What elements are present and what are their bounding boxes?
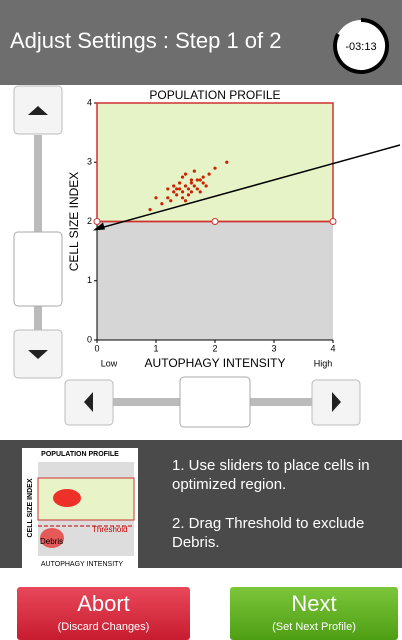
cell-point bbox=[160, 202, 164, 206]
y-tick-label: 1 bbox=[87, 275, 92, 285]
timer-arc bbox=[333, 18, 390, 74]
x-high-label: High bbox=[314, 358, 333, 368]
mini-x-label: AUTOPHAGY INTENSITY bbox=[41, 561, 124, 568]
next-button[interactable]: Next (Set Next Profile) bbox=[230, 587, 398, 640]
right-arrow bbox=[332, 392, 341, 412]
x-tick-label: 3 bbox=[271, 343, 276, 353]
down-arrow bbox=[28, 350, 48, 359]
cell-point bbox=[175, 187, 179, 191]
timer: -03:13 bbox=[333, 18, 390, 74]
cell-point bbox=[178, 181, 182, 185]
cell-point bbox=[180, 175, 185, 179]
x-axis-label: AUTOPHAGY INTENSITY bbox=[145, 356, 286, 370]
x-low-label: Low bbox=[101, 358, 118, 368]
abort-button[interactable]: Abort (Discard Changes) bbox=[17, 587, 190, 640]
title: Adjust Settings : Step 1 of 2 bbox=[10, 28, 282, 53]
cell-point bbox=[204, 184, 208, 188]
y-tick-label: 2 bbox=[87, 216, 92, 226]
cell-point bbox=[195, 178, 199, 182]
cell-point bbox=[180, 190, 185, 194]
cell-point bbox=[198, 178, 202, 182]
chart: 0 1 2 3 4 0 1 2 3 4 POPULATION PROFILE AUTOPHAGY IN… bbox=[13, 85, 401, 428]
mini-title: POPULATION PROFILE bbox=[41, 451, 119, 458]
cell-point bbox=[180, 196, 185, 200]
mini-y-label: CELL SIZE INDEX bbox=[27, 478, 34, 537]
threshold-handle bbox=[211, 218, 219, 225]
cell-point bbox=[178, 187, 182, 191]
x-tick-label: 2 bbox=[212, 343, 217, 353]
cell-point bbox=[201, 175, 205, 179]
cell-point bbox=[189, 181, 193, 185]
mini-threshold: Threshold bbox=[92, 525, 128, 534]
abort-sublabel: (Discard Changes) bbox=[57, 621, 150, 633]
abort-label: Abort bbox=[77, 591, 130, 616]
cell-point bbox=[183, 184, 188, 188]
cell-point bbox=[189, 190, 193, 194]
next-sublabel: (Set Next Profile) bbox=[272, 621, 356, 633]
cell-point bbox=[169, 199, 173, 203]
cell-point bbox=[166, 196, 170, 200]
x-tick-label: 0 bbox=[94, 343, 99, 353]
mini-debris bbox=[40, 528, 64, 548]
cell-point bbox=[198, 190, 202, 194]
cell-point bbox=[186, 187, 191, 191]
timer-face bbox=[335, 20, 387, 72]
cell-point bbox=[154, 196, 158, 200]
threshold-handle bbox=[329, 218, 337, 225]
pointer-head bbox=[93, 222, 105, 231]
cell-point bbox=[183, 199, 188, 203]
cell-point bbox=[195, 187, 199, 191]
cell-point bbox=[172, 190, 176, 194]
y-axis-label: CELL SIZE INDEX bbox=[67, 172, 81, 272]
cell-point bbox=[225, 160, 229, 164]
cell-point bbox=[192, 169, 196, 173]
timer-text: -03:13 bbox=[345, 41, 376, 53]
mini-preview: POPULATION PROFILE CELL SIZE INDEX Thres… bbox=[22, 448, 138, 570]
cell-point bbox=[183, 172, 188, 176]
step-1: 1. Use sliders to place cells in optimiz… bbox=[172, 457, 370, 493]
mini-region bbox=[37, 477, 135, 521]
h-thumb[interactable] bbox=[179, 376, 251, 428]
x-tick-label: 1 bbox=[153, 343, 158, 353]
left-arrow bbox=[84, 392, 93, 412]
cell-point bbox=[175, 193, 179, 197]
cell-point bbox=[213, 166, 217, 170]
chart-title: POPULATION PROFILE bbox=[149, 88, 280, 102]
cell-point bbox=[148, 208, 152, 212]
cell-point bbox=[207, 172, 211, 176]
mini-cells bbox=[53, 489, 81, 507]
x-tick-label: 4 bbox=[330, 343, 335, 353]
step-2: 2. Drag Threshold to exclude Debris. bbox=[172, 515, 365, 551]
cell-point bbox=[186, 193, 191, 197]
pointer-line bbox=[94, 144, 401, 231]
plot-green bbox=[97, 103, 333, 222]
cell-point bbox=[189, 178, 193, 182]
mini-debris-label: Debris bbox=[40, 537, 63, 546]
y-tick-label: 0 bbox=[87, 334, 92, 344]
cell-point bbox=[172, 184, 176, 188]
cell-point bbox=[201, 181, 205, 185]
threshold-handle bbox=[93, 218, 101, 225]
cell-point bbox=[192, 184, 196, 188]
v-thumb[interactable] bbox=[13, 231, 63, 307]
y-tick-label: 3 bbox=[87, 157, 92, 167]
y-tick-label: 4 bbox=[87, 97, 92, 107]
next-label: Next bbox=[291, 591, 337, 616]
cell-point bbox=[166, 187, 170, 191]
up-arrow bbox=[28, 106, 48, 115]
